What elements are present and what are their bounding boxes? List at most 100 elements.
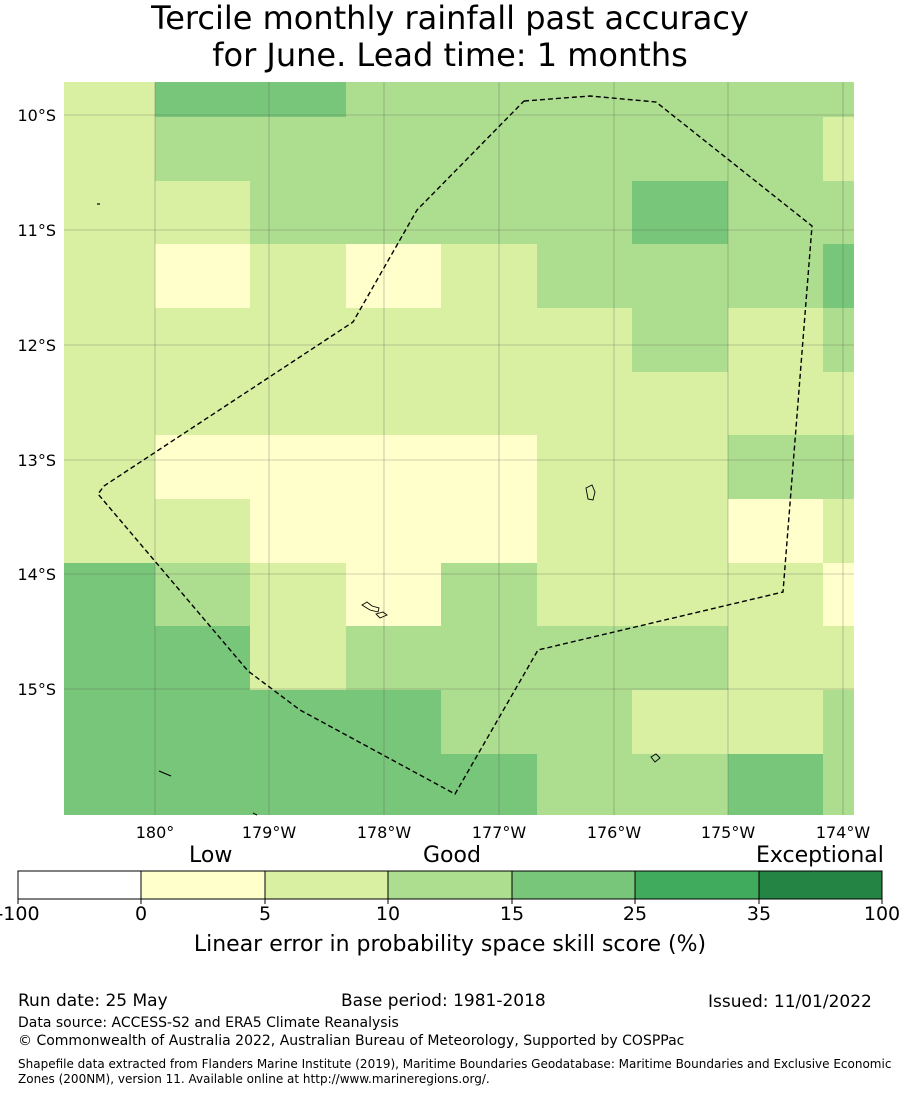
latitude-label: 13°S [17, 451, 56, 470]
grid-cell [823, 690, 854, 754]
colorbar-label-good: Good [423, 843, 481, 868]
grid-cell [823, 117, 854, 181]
grid-cell [155, 754, 250, 815]
grid-cell [155, 499, 250, 563]
grid-cell [64, 626, 155, 690]
grid-cell [441, 754, 537, 815]
grid-cell [64, 82, 155, 117]
grid-cell [346, 690, 441, 754]
grid-cell [632, 308, 728, 372]
grid-cell [632, 244, 728, 308]
colorbar-title: Linear error in probability space skill … [193, 932, 707, 957]
grid-cell [441, 181, 537, 244]
island-shape [158, 770, 172, 777]
longitude-label: 177°W [472, 823, 527, 842]
grid-cell [823, 181, 854, 244]
colorbar-segment [17, 870, 142, 900]
grid-cell [250, 626, 346, 690]
grid-cell [64, 499, 155, 563]
grid-cell [632, 563, 728, 626]
skill-grid-cells [64, 82, 854, 815]
copyright: © Commonwealth of Australia 2022, Austra… [18, 1033, 685, 1049]
grid-cell [250, 690, 346, 754]
grid-cell [346, 563, 441, 626]
grid-cell [346, 82, 441, 117]
grid-cell [632, 499, 728, 563]
grid-cell [250, 308, 346, 372]
grid-cell [823, 626, 854, 690]
grid-cell [441, 690, 537, 754]
grid-cell [346, 754, 441, 815]
grid-cell [346, 181, 441, 244]
colorbar-tick: 35 [746, 903, 772, 925]
island-shape [585, 484, 596, 501]
colorbar-tick: 0 [134, 903, 148, 925]
grid-cell [728, 563, 823, 626]
grid-cell [728, 754, 823, 815]
latitude-label: 10°S [17, 106, 56, 125]
grid-cell [537, 372, 632, 435]
grid-cell [441, 308, 537, 372]
shapefile-credit: Shapefile data extracted from Flanders M… [18, 1057, 892, 1086]
colorbar [17, 870, 883, 904]
grid-cell [155, 117, 250, 181]
latitude-label: 12°S [17, 336, 56, 355]
grid-cell [728, 181, 823, 244]
grid-cell [537, 435, 632, 499]
grid-cell [441, 82, 537, 117]
colorbar-segment [140, 870, 266, 900]
island-shape [361, 601, 380, 613]
grid-cell [441, 244, 537, 308]
grid-cell [823, 244, 854, 308]
longitude-label: 179°W [242, 823, 297, 842]
grid-cell [155, 563, 250, 626]
grid-cell [632, 82, 728, 117]
colorbar-segment [264, 870, 389, 900]
issued-date: Issued: 11/01/2022 [708, 992, 872, 1012]
grid-cell [728, 626, 823, 690]
grid-cell [537, 563, 632, 626]
grid-cell [441, 563, 537, 626]
grid-cell [823, 308, 854, 372]
colorbar-label-low: Low [189, 843, 233, 868]
colorbar-tick: -100 [0, 903, 40, 925]
grid-cell [346, 499, 441, 563]
grid-cell [64, 690, 155, 754]
grid-cell [728, 435, 823, 499]
grid-cell [346, 435, 441, 499]
map-title-line-2: for June. Lead time: 1 months [212, 36, 688, 74]
grid-cell [823, 563, 854, 626]
grid-cell [250, 435, 346, 499]
grid-cell [632, 117, 728, 181]
grid-cell [823, 82, 854, 117]
colorbar-tick: 5 [258, 903, 272, 925]
grid-cell [728, 308, 823, 372]
colorbar-tick: 100 [863, 903, 900, 925]
grid-cell [346, 244, 441, 308]
longitude-label: 180° [136, 823, 175, 842]
run-date: Run date: 25 May [18, 991, 168, 1011]
longitude-label: 175°W [701, 823, 756, 842]
grid-cell [250, 117, 346, 181]
grid-cell [537, 308, 632, 372]
grid-cell [155, 82, 250, 117]
grid-cell [155, 372, 250, 435]
map-gridlines [64, 82, 854, 815]
eez-boundary [97, 95, 813, 795]
latitude-label: 14°S [17, 565, 56, 584]
grid-cell [346, 626, 441, 690]
grid-cell [250, 244, 346, 308]
island-shape [375, 611, 388, 619]
grid-cell [64, 117, 155, 181]
grid-cell [250, 754, 346, 815]
island-shape [650, 753, 661, 763]
grid-cell [441, 372, 537, 435]
grid-cell [632, 372, 728, 435]
grid-cell [155, 308, 250, 372]
island-outlines [97, 203, 661, 816]
grid-cell [728, 499, 823, 563]
map-title-line-1: Tercile monthly rainfall past accuracy [151, 0, 749, 37]
colorbar-segment [758, 870, 883, 900]
colorbar-segment [387, 870, 513, 900]
